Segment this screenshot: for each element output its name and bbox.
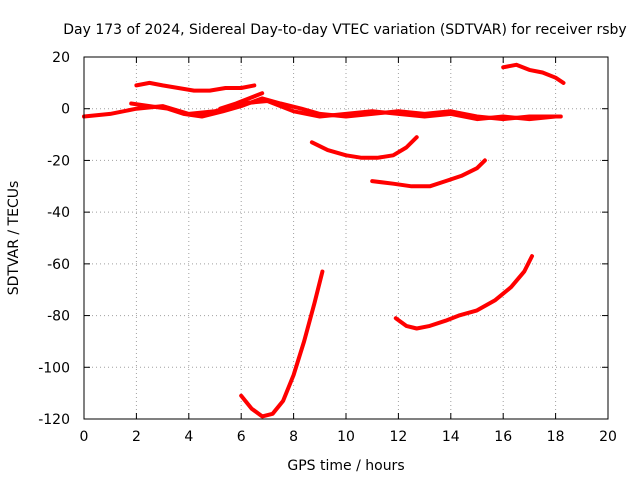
x-tick-label: 4	[184, 429, 193, 445]
x-tick-label: 0	[80, 429, 89, 445]
series-minus-30-arc	[370, 158, 487, 189]
x-tick-label: 2	[132, 429, 141, 445]
y-tick-label: -80	[47, 309, 70, 325]
chart-title: Day 173 of 2024, Sidereal Day-to-day VTE…	[63, 22, 626, 38]
y-tick-label: -100	[38, 360, 70, 376]
x-tick-label: 10	[337, 429, 355, 445]
y-tick-label: 0	[61, 102, 70, 118]
y-tick-label: -40	[47, 205, 70, 221]
series-baseline-b	[129, 96, 563, 122]
x-tick-label: 16	[494, 429, 512, 445]
y-tick-label: -20	[47, 153, 70, 169]
x-axis-label: GPS time / hours	[287, 458, 404, 474]
series-deep-arc	[239, 269, 325, 419]
y-tick-label: -120	[38, 412, 70, 428]
x-tick-label: 20	[599, 429, 617, 445]
series-minus-80-arc	[393, 254, 534, 331]
x-tick-label: 14	[442, 429, 460, 445]
x-tick-label: 6	[237, 429, 246, 445]
y-axis-label: SDTVAR / TECUs	[6, 181, 22, 296]
x-tick-label: 12	[389, 429, 407, 445]
x-tick-label: 18	[547, 429, 565, 445]
y-tick-label: -60	[47, 257, 70, 273]
series-minus-20-arc	[309, 135, 419, 160]
series-rising-1	[218, 91, 265, 111]
x-tick-label: 8	[289, 429, 298, 445]
grid	[84, 57, 608, 419]
y-tick-label: 20	[52, 50, 70, 66]
series-late-arc	[501, 62, 566, 85]
series-upper-arc	[134, 80, 257, 93]
series-group	[82, 62, 566, 419]
ticks: 0 2 4 6 8 10 12 14 16 18 20 -120 -100 -80 -60 -40 -20 0 20	[38, 50, 617, 445]
